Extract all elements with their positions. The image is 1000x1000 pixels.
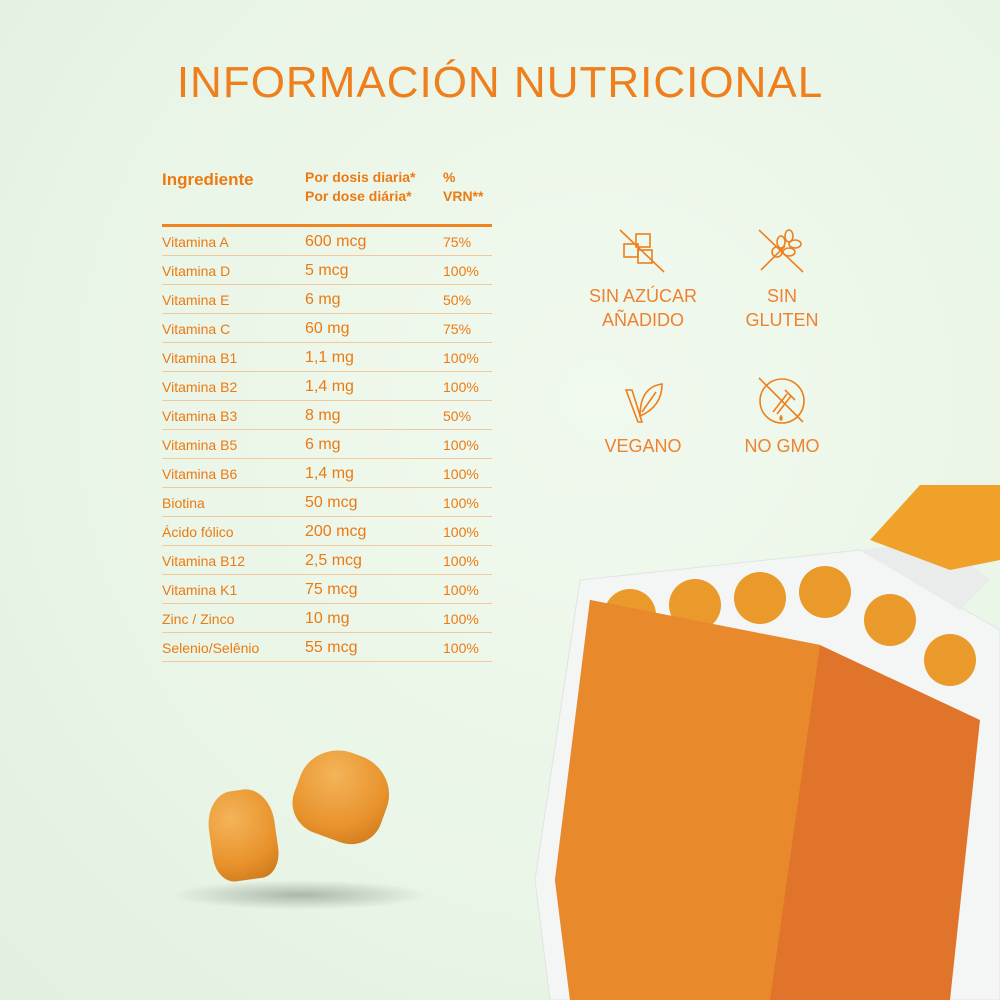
table-row: Selenio/Selênio 55 mcg 100% (162, 633, 492, 662)
dose-value: 2,5 mcg (305, 552, 362, 569)
vrn-value: 75% (443, 234, 472, 250)
ingredient-name: Vitamina B2 (162, 379, 238, 395)
dose-value: 200 mcg (305, 523, 367, 540)
gummy-shadow (170, 880, 430, 910)
header-ingredient: Ingrediente (162, 170, 254, 189)
dose-value: 5 mcg (305, 262, 349, 279)
ingredient-name: Zinc / Zinco (162, 611, 235, 627)
leaf-icon (624, 383, 663, 423)
dose-value: 600 mcg (305, 233, 367, 250)
dose-value: 6 mg (305, 291, 341, 308)
dose-value: 6 mg (305, 436, 341, 453)
table-row: Vitamina A 600 mcg 75% (162, 227, 492, 256)
table-row: Ácido fólico 200 mcg 100% (162, 517, 492, 546)
page-title: INFORMACIÓN NUTRICIONAL (176, 58, 824, 107)
badge-no-gluten: SIN GLUTEN (707, 226, 857, 332)
vrn-value: 100% (443, 350, 479, 366)
badge-vegan: VEGANO (568, 376, 718, 458)
vrn-value: 75% (443, 321, 472, 337)
header-dose: Por dosis diaria* Por dose diária* (305, 168, 415, 206)
gummy-image (283, 738, 401, 854)
badge-label-line2: GLUTEN (745, 310, 819, 330)
ingredient-name: Vitamina B1 (162, 350, 238, 366)
badge-label-line2: AÑADIDO (601, 310, 684, 330)
badge-no-sugar: SIN AZÚCAR AÑADIDO (568, 226, 718, 332)
dose-value: 1,1 mg (305, 349, 354, 366)
badge-label: VEGANO (604, 436, 682, 456)
dose-value: 60 mg (305, 320, 350, 337)
vrn-value: 100% (443, 553, 479, 569)
table-row: Vitamina B3 8 mg 50% (162, 401, 492, 430)
ingredient-name: Vitamina E (162, 292, 230, 308)
vrn-value: 100% (443, 582, 479, 598)
vrn-value: 100% (443, 379, 479, 395)
dose-value: 1,4 mg (305, 378, 354, 395)
badge-label-line1: SIN (766, 286, 797, 306)
table-row: Vitamina K1 75 mcg 100% (162, 575, 492, 604)
ingredient-name: Vitamina B12 (162, 553, 246, 569)
table-row: Vitamina B5 6 mg 100% (162, 430, 492, 459)
bottle-cap (870, 485, 1000, 570)
table-header: Ingrediente Por dosis diaria* Por dose d… (162, 168, 492, 227)
ingredient-name: Biotina (162, 495, 205, 511)
ingredient-name: Vitamina K1 (162, 582, 238, 598)
ingredient-name: Vitamina B6 (162, 466, 238, 482)
vrn-value: 50% (443, 292, 472, 308)
table-row: Vitamina C 60 mg 75% (162, 314, 492, 343)
badge-label: NO GMO (744, 436, 820, 456)
dose-value: 10 mg (305, 610, 350, 627)
vrn-value: 100% (443, 611, 479, 627)
vrn-value: 100% (443, 640, 479, 656)
dose-value: 55 mcg (305, 639, 358, 656)
ingredient-name: Vitamina C (162, 321, 231, 337)
dose-value: 50 mcg (305, 494, 358, 511)
gummy-image (204, 785, 282, 885)
ingredient-name: Vitamina A (162, 234, 229, 250)
ingredient-name: Vitamina B5 (162, 437, 238, 453)
table-row: Vitamina D 5 mcg 100% (162, 256, 492, 285)
header-dose-es: Por dosis diaria* (305, 169, 416, 185)
table-row: Biotina 50 mcg 100% (162, 488, 492, 517)
table-row: Zinc / Zinco 10 mg 100% (162, 604, 492, 633)
no-sugar-icon (619, 229, 665, 273)
vrn-value: 100% (443, 524, 479, 540)
header-vrn-label: VRN** (443, 188, 484, 204)
header-dose-pt: Por dose diária* (305, 188, 412, 204)
vrn-value: 100% (443, 437, 479, 453)
ingredient-name: Selenio/Selênio (162, 640, 260, 656)
table-body: Vitamina A 600 mcg 75% Vitamina D 5 mcg 1… (162, 227, 492, 662)
vrn-value: 100% (443, 466, 479, 482)
table-row: Vitamina B6 1,4 mg 100% (162, 459, 492, 488)
badge-no-gmo: NO GMO (707, 376, 857, 458)
no-gluten-icon (758, 229, 804, 273)
table-row: Vitamina B1 1,1 mg 100% (162, 343, 492, 372)
no-gmo-icon (758, 377, 805, 424)
supplement-bottle-image (534, 485, 1000, 1000)
table-row: Vitamina E 6 mg 50% (162, 285, 492, 314)
table-row: Vitamina B12 2,5 mcg 100% (162, 546, 492, 575)
vrn-value: 100% (443, 495, 479, 511)
nutrition-table: Ingrediente Por dosis diaria* Por dose d… (162, 168, 492, 662)
ingredient-name: Vitamina D (162, 263, 231, 279)
table-row: Vitamina B2 1,4 mg 100% (162, 372, 492, 401)
header-vrn: % VRN** (443, 168, 483, 206)
header-vrn-pct: % (443, 169, 456, 185)
bottle-label-panel (555, 600, 820, 1000)
vrn-value: 50% (443, 408, 472, 424)
vrn-value: 100% (443, 263, 479, 279)
dose-value: 1,4 mg (305, 465, 354, 482)
dose-value: 75 mcg (305, 581, 358, 598)
dose-value: 8 mg (305, 407, 341, 424)
badge-label-line1: SIN AZÚCAR (588, 286, 698, 306)
ingredient-name: Ácido fólico (162, 524, 234, 540)
ingredient-name: Vitamina B3 (162, 408, 238, 424)
